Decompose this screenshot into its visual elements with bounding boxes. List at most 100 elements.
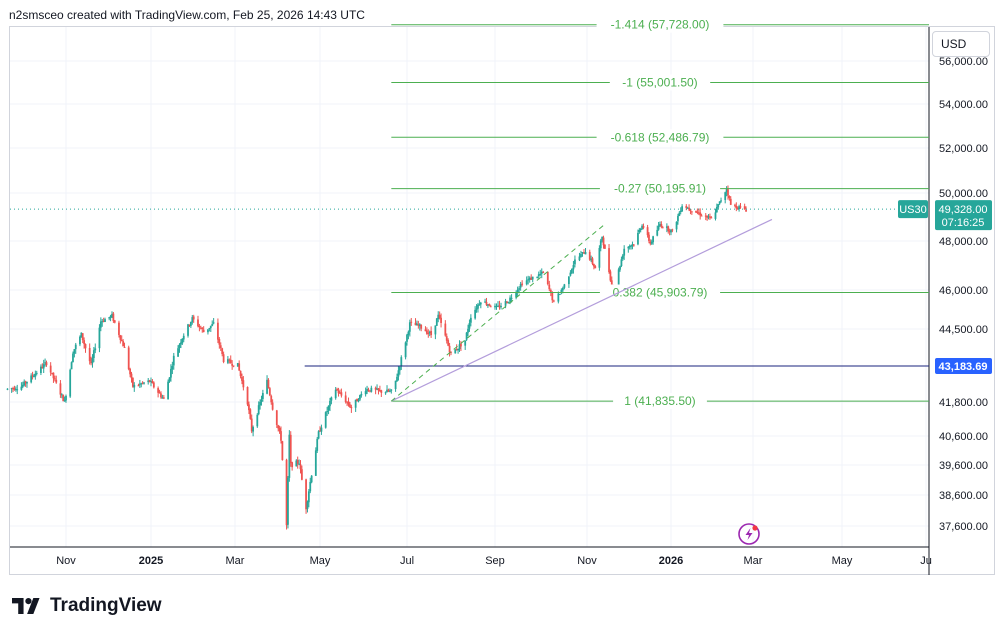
candle-body <box>307 491 310 503</box>
candle <box>484 298 486 303</box>
candle <box>249 408 252 420</box>
candle-body <box>102 320 105 322</box>
candle-body <box>404 342 407 358</box>
candle <box>42 359 45 374</box>
chart-frame[interactable] <box>9 26 995 575</box>
candle <box>271 399 274 411</box>
candle <box>320 424 323 435</box>
price-tick-label: 52,000.00 <box>939 143 988 155</box>
time-tick-label: May <box>832 555 853 567</box>
candle <box>652 235 654 245</box>
candle-body <box>410 321 413 323</box>
candle <box>138 379 141 389</box>
candle <box>438 311 441 320</box>
horizontal-line-badge <box>935 358 992 374</box>
candle-body <box>406 334 408 342</box>
candle <box>298 459 300 466</box>
candle <box>377 388 380 395</box>
last-price-badge <box>935 200 992 231</box>
candle <box>202 326 205 333</box>
candle <box>217 318 219 344</box>
candle <box>296 456 299 469</box>
fib-label-bg <box>599 180 721 197</box>
time-tick-label: Mar <box>226 555 245 567</box>
candle-body <box>122 341 125 347</box>
candle <box>172 352 175 370</box>
candle <box>641 224 643 231</box>
candle-body <box>599 240 602 249</box>
candle-body <box>228 359 231 361</box>
candle-body <box>281 441 284 461</box>
candle-body <box>101 321 104 323</box>
candle-body <box>646 227 649 236</box>
candle <box>717 203 720 210</box>
candle <box>287 476 289 529</box>
candle-body <box>656 229 659 236</box>
currency-button[interactable]: USD <box>932 31 990 57</box>
candle <box>94 343 97 354</box>
price-tick-label: 44,500.00 <box>939 324 988 336</box>
fib-level-label: -0.618 (52,486.79) <box>611 130 710 144</box>
candle-body <box>498 305 501 308</box>
candle-body <box>238 363 241 371</box>
candle <box>725 186 728 197</box>
candle-body <box>728 195 731 199</box>
candle-body <box>447 340 450 346</box>
candle-body <box>604 244 606 249</box>
candle <box>440 313 442 328</box>
candle <box>661 225 664 229</box>
candle-body <box>467 328 469 333</box>
candle-body <box>601 236 604 241</box>
candle-body <box>424 329 427 332</box>
candle <box>157 386 160 398</box>
candle-body <box>330 397 333 401</box>
price-tick-label: 41,800.00 <box>939 397 988 409</box>
candle <box>182 333 185 343</box>
candle-body <box>667 226 670 232</box>
candle <box>728 195 731 201</box>
candle-body <box>457 348 459 351</box>
price-tick-label: 40,600.00 <box>939 431 988 443</box>
candle <box>238 360 241 372</box>
candle-body <box>425 330 428 334</box>
candle-body <box>561 287 564 291</box>
candle <box>330 396 333 405</box>
candle-body <box>548 284 551 290</box>
candle <box>648 232 650 244</box>
candle-body <box>113 320 116 323</box>
candle-body <box>280 431 282 441</box>
candle <box>188 324 191 328</box>
candle <box>539 269 542 277</box>
candle-body <box>319 430 321 432</box>
candle-body <box>734 204 736 206</box>
candle-body <box>374 387 377 390</box>
candle <box>507 301 510 304</box>
candle-body <box>23 381 26 386</box>
fib-level-label: -1 (55,001.50) <box>622 75 697 89</box>
candle-body <box>610 280 613 286</box>
candle-body <box>168 377 171 382</box>
trend-line <box>391 218 773 402</box>
candle-body <box>531 276 534 280</box>
candle <box>347 397 350 407</box>
tradingview-brand[interactable]: TradingView <box>12 594 162 618</box>
candle-body <box>16 389 19 391</box>
candle <box>150 377 152 387</box>
candle-body <box>201 327 204 330</box>
projection-line <box>390 223 606 402</box>
candle-body <box>357 400 360 402</box>
candle-body <box>506 301 508 304</box>
candle <box>686 206 689 209</box>
candle <box>609 269 612 282</box>
candle <box>604 244 606 249</box>
candle-body <box>450 351 452 353</box>
candle-body <box>602 237 605 246</box>
lightning-icon[interactable] <box>738 523 760 545</box>
candle-body <box>24 381 27 384</box>
candle-body <box>334 389 337 399</box>
candle-body <box>460 343 462 347</box>
candle-body <box>291 462 294 468</box>
candle <box>608 244 610 274</box>
candle-body <box>70 362 73 370</box>
